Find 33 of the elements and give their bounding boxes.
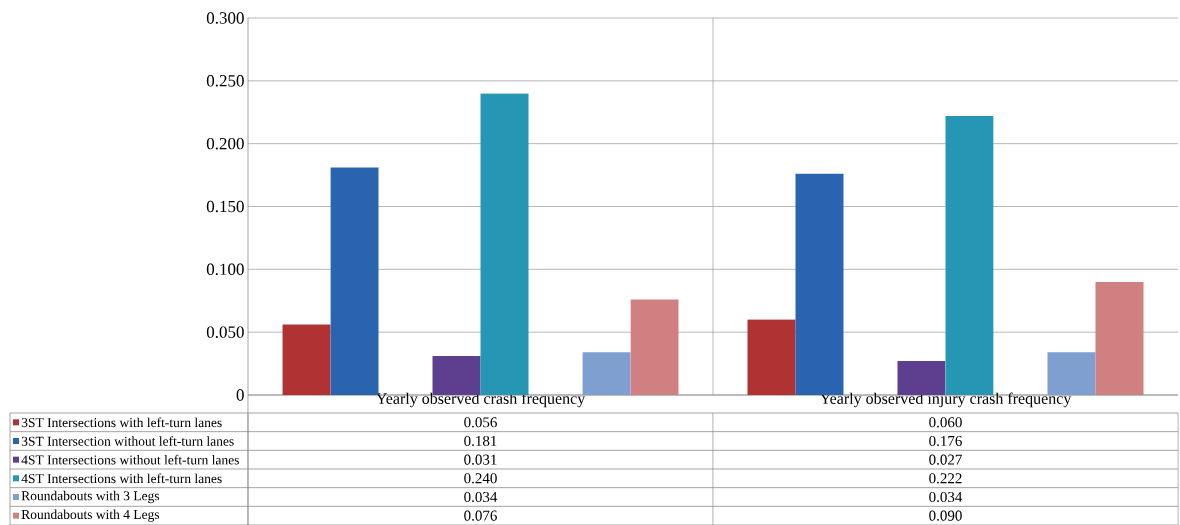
data-label: 0.240 <box>464 473 497 484</box>
data-label: 0.181 <box>464 435 497 446</box>
data-label: 0.031 <box>464 454 497 465</box>
data-label: 0.060 <box>929 417 962 428</box>
bar <box>582 352 631 395</box>
legend-label: 4ST Intersections with left-turn lanes <box>21 473 222 483</box>
y-tick-label: 0.300 <box>206 12 244 24</box>
y-tick-label: 0.200 <box>206 137 244 150</box>
legend-label: 4ST Intersections without left-turn lanes <box>21 454 239 465</box>
legend-label: 3ST Intersections with left-turn lanes <box>21 417 222 427</box>
y-tick-label: 0.250 <box>206 74 244 87</box>
bar <box>282 324 331 395</box>
y-tick-label: 0.100 <box>206 263 244 275</box>
data-label: 0.034 <box>464 491 498 502</box>
data-label: 0.176 <box>929 435 962 446</box>
bar <box>630 299 679 395</box>
data-label: 0.222 <box>929 473 962 484</box>
legend-label: 3ST Intersection without left-turn lanes <box>21 435 234 446</box>
bar <box>480 93 529 395</box>
legend-label: Roundabouts with 4 Legs <box>21 509 160 522</box>
bar <box>1095 281 1144 395</box>
data-label: 0.076 <box>464 510 497 521</box>
data-label: 0.090 <box>929 510 962 521</box>
bar <box>747 319 796 395</box>
x-tick-label: Yearly observed crash frequency <box>375 392 586 408</box>
y-tick-label: 0.050 <box>206 326 244 338</box>
legend-label: Roundabouts with 3 Legs <box>21 490 160 503</box>
y-tick-label: 0.150 <box>206 200 244 213</box>
bar <box>330 167 379 395</box>
y-tick-label: 0 <box>236 389 244 401</box>
data-label: 0.056 <box>464 417 497 428</box>
data-label: 0.034 <box>929 491 963 502</box>
data-label: 0.027 <box>929 454 962 465</box>
